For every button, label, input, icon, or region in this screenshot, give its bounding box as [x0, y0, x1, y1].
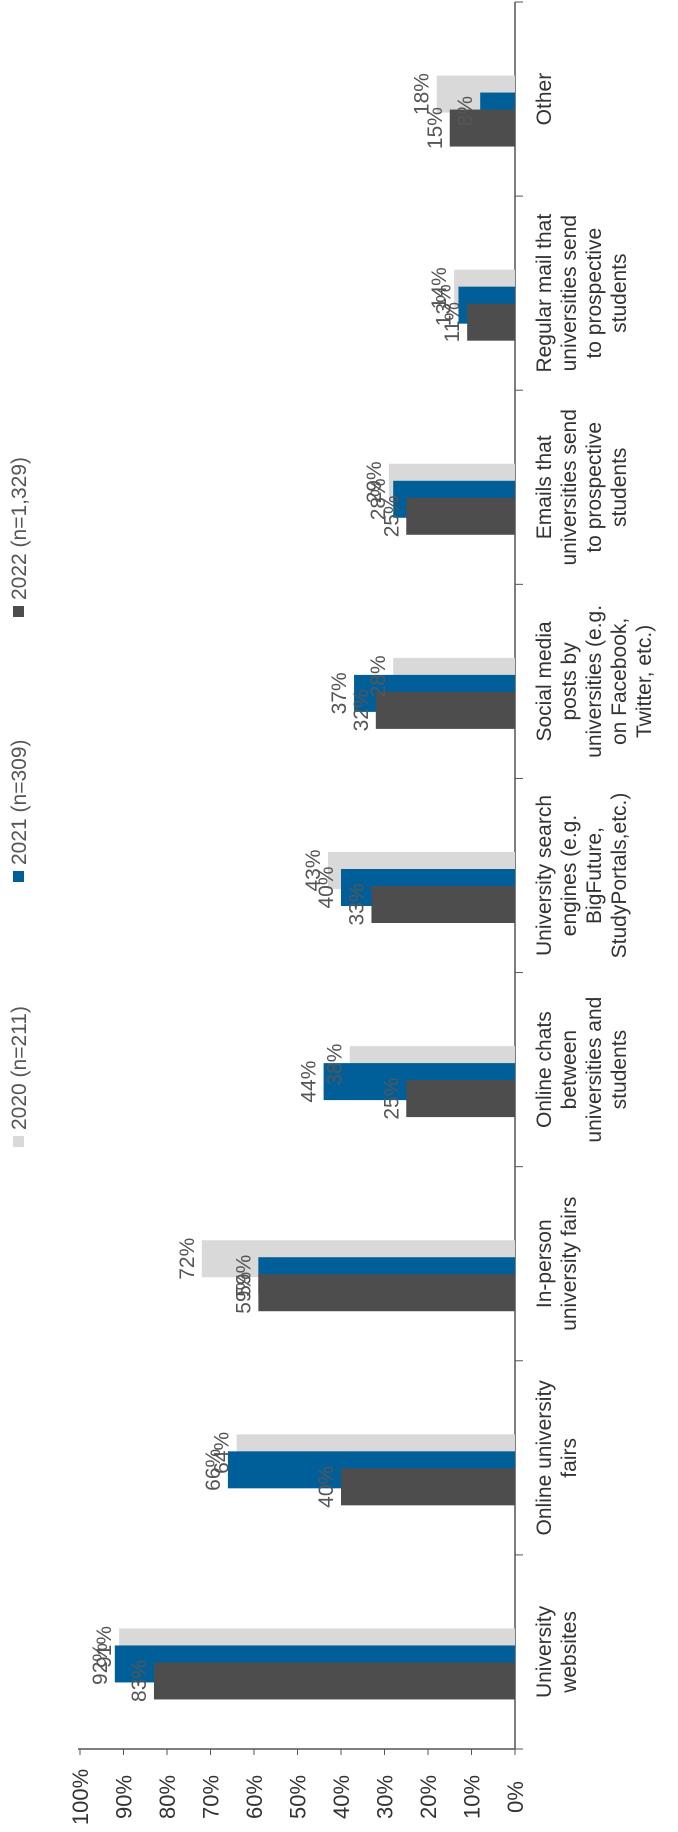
data-label: 25%: [380, 495, 403, 537]
data-label: 33%: [345, 883, 368, 925]
data-label: 18%: [411, 73, 434, 115]
x-tick-label: Emails thatuniversities sendto prospecti…: [533, 409, 631, 565]
data-label: 13%: [432, 284, 455, 326]
data-label: 43%: [302, 849, 325, 891]
data-label: 29%: [363, 461, 386, 503]
data-label: 15%: [424, 107, 447, 149]
x-tick-label: University searchengines (e.g.BigFuture,…: [533, 793, 631, 959]
legend-label: 2022 (n=1,329): [8, 457, 31, 600]
data-label: 40%: [315, 866, 338, 908]
y-tick-label: 70%: [199, 1775, 224, 1819]
data-label: 25%: [380, 1078, 403, 1120]
data-label: 38%: [324, 1044, 347, 1086]
data-label: 92%: [89, 1643, 112, 1685]
x-tick-label: Other: [533, 73, 556, 126]
data-label: 32%: [350, 689, 373, 731]
y-tick-label: 20%: [416, 1775, 441, 1819]
data-label: 44%: [298, 1061, 321, 1103]
bar-3-2: [341, 1468, 515, 1506]
data-label: 11%: [441, 302, 464, 342]
data-label: 64%: [211, 1432, 234, 1474]
bar-3-3: [258, 1274, 515, 1312]
y-tick-label: 10%: [460, 1775, 485, 1819]
bar-3-4: [406, 1080, 515, 1118]
x-tick-label: Universitywebsites: [533, 1605, 581, 1698]
data-label: 66%: [202, 1449, 225, 1491]
legend-swatch: [13, 606, 24, 617]
data-label: 91%: [93, 1626, 116, 1668]
bar-3-1: [153, 1662, 515, 1700]
data-label: 72%: [176, 1238, 199, 1280]
x-tick-label: In-personuniversity fairs: [533, 1197, 581, 1331]
bar-3-7: [406, 497, 515, 535]
data-label: 8%: [454, 96, 477, 126]
data-label: 28%: [367, 655, 390, 697]
x-tick-label: Online chatsbetweenuniversities andstude…: [533, 997, 631, 1143]
legend-swatch: [13, 1136, 24, 1147]
bar-3-6: [375, 691, 515, 729]
y-tick-label: 100%: [68, 1769, 93, 1825]
legend-label: 2020 (n=211): [8, 1006, 31, 1130]
data-label: 14%: [428, 267, 451, 309]
data-label: 59%: [232, 1272, 255, 1314]
y-tick-label: 60%: [242, 1775, 267, 1819]
x-tick-label: Regular mail thatuniversities sendto pro…: [533, 214, 631, 373]
legend-label: 2021 (n=309): [8, 739, 31, 865]
x-tick-label: Online universityfairs: [533, 1380, 581, 1536]
y-tick-label: 0%: [503, 1781, 528, 1813]
y-tick-label: 30%: [373, 1775, 398, 1819]
data-label: 83%: [128, 1660, 151, 1702]
data-label: 59%: [232, 1255, 255, 1297]
y-tick-label: 50%: [286, 1775, 311, 1819]
y-tick-label: 90%: [112, 1775, 137, 1819]
data-label: 37%: [328, 672, 351, 714]
data-label: 28%: [367, 478, 390, 520]
data-label: 40%: [315, 1466, 338, 1508]
y-tick-label: 40%: [329, 1775, 354, 1819]
x-tick-label: Social mediaposts byuniversities (e.g.on…: [533, 605, 656, 758]
bar-3-5: [371, 886, 516, 923]
legend-swatch: [13, 871, 24, 882]
y-tick-label: 80%: [155, 1775, 180, 1819]
bar-3-9: [449, 109, 515, 147]
bar-3-8: [467, 303, 515, 341]
